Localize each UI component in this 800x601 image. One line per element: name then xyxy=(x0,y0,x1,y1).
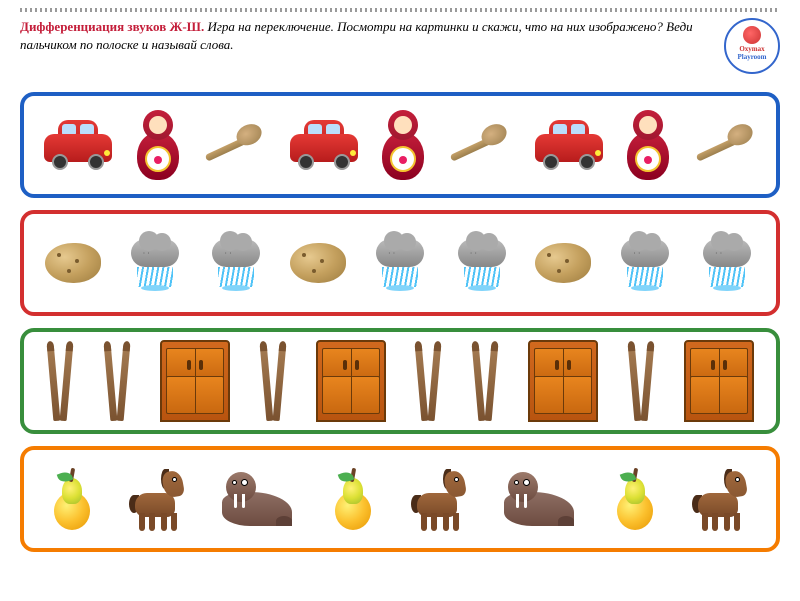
row-item: · · xyxy=(699,218,755,308)
row-item xyxy=(692,454,750,544)
row-item xyxy=(535,218,591,308)
skis-icon xyxy=(471,341,499,421)
pear-icon xyxy=(613,468,657,530)
row-item xyxy=(203,100,265,190)
skis-icon xyxy=(627,341,655,421)
wardrobe-icon xyxy=(160,340,230,422)
row-item xyxy=(448,100,510,190)
row-item xyxy=(290,218,346,308)
row-item xyxy=(684,336,754,426)
potato-icon xyxy=(290,243,346,283)
rain-cloud-icon: · · xyxy=(617,235,673,291)
skis-icon xyxy=(259,341,287,421)
page-title: Дифференциация звуков Ж-Ш. xyxy=(20,19,204,34)
header-text: Дифференциация звуков Ж-Ш. Игра на перек… xyxy=(20,18,714,54)
horse-icon xyxy=(692,467,750,531)
row-item: · · xyxy=(127,218,183,308)
row-item xyxy=(160,336,230,426)
skis-icon xyxy=(46,341,74,421)
rain-cloud-icon: · · xyxy=(699,235,755,291)
row-item xyxy=(414,336,442,426)
row-item xyxy=(103,336,131,426)
matryoshka-icon xyxy=(137,110,179,180)
row-item xyxy=(44,100,112,190)
row-item xyxy=(627,100,669,190)
spoon-icon xyxy=(195,109,272,181)
row-item xyxy=(382,100,424,190)
rain-cloud-icon: · · xyxy=(454,235,510,291)
row-item xyxy=(528,336,598,426)
rain-cloud-icon: · · xyxy=(208,235,264,291)
header: Дифференциация звуков Ж-Ш. Игра на перек… xyxy=(20,18,780,74)
row-item xyxy=(222,454,296,544)
car-icon xyxy=(290,120,358,170)
row-item xyxy=(535,100,603,190)
logo-text-1: Oxymax xyxy=(739,45,764,53)
row-item xyxy=(504,454,578,544)
wardrobe-icon xyxy=(684,340,754,422)
spoon-icon xyxy=(441,109,518,181)
spoon-icon xyxy=(686,109,763,181)
pear-icon xyxy=(50,468,94,530)
wardrobe-icon xyxy=(528,340,598,422)
row-item: · · xyxy=(372,218,428,308)
row-item: · · xyxy=(617,218,673,308)
activity-row xyxy=(20,446,780,552)
car-icon xyxy=(44,120,112,170)
activity-row xyxy=(20,92,780,198)
wardrobe-icon xyxy=(316,340,386,422)
row-item xyxy=(137,100,179,190)
horse-icon xyxy=(129,467,187,531)
car-icon xyxy=(535,120,603,170)
matryoshka-icon xyxy=(627,110,669,180)
row-item xyxy=(627,336,655,426)
walrus-icon xyxy=(504,472,578,526)
row-item xyxy=(50,454,94,544)
skis-icon xyxy=(414,341,442,421)
row-item xyxy=(46,336,74,426)
row-item xyxy=(331,454,375,544)
matryoshka-icon xyxy=(382,110,424,180)
activity-row xyxy=(20,328,780,434)
row-item xyxy=(471,336,499,426)
row-item xyxy=(411,454,469,544)
row-item: · · xyxy=(454,218,510,308)
skis-icon xyxy=(103,341,131,421)
rain-cloud-icon: · · xyxy=(372,235,428,291)
activity-row: · · · · · · · · · · · · xyxy=(20,210,780,316)
potato-icon xyxy=(535,243,591,283)
pear-icon xyxy=(331,468,375,530)
logo-badge: Oxymax Playroom xyxy=(724,18,780,74)
walrus-icon xyxy=(222,472,296,526)
row-item: · · xyxy=(208,218,264,308)
rain-cloud-icon: · · xyxy=(127,235,183,291)
row-item xyxy=(129,454,187,544)
row-item xyxy=(259,336,287,426)
horse-icon xyxy=(411,467,469,531)
divider-line xyxy=(20,8,780,12)
row-item xyxy=(45,218,101,308)
row-item xyxy=(316,336,386,426)
row-item xyxy=(613,454,657,544)
row-item xyxy=(290,100,358,190)
row-item xyxy=(694,100,756,190)
potato-icon xyxy=(45,243,101,283)
logo-text-2: Playroom xyxy=(737,53,766,61)
